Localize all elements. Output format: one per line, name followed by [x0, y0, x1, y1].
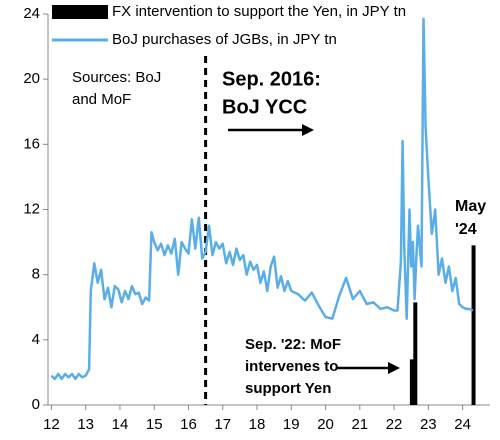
annotation: support Yen — [245, 380, 331, 397]
arrow — [228, 124, 314, 136]
x-tick-label: 22 — [386, 416, 403, 433]
x-tick-label: 21 — [351, 416, 368, 433]
line — [50, 17, 474, 381]
x-tick-label: 15 — [146, 416, 163, 433]
annotation: Sep. 2016: — [222, 68, 321, 90]
legend-swatch — [52, 5, 108, 19]
x-tick-label: 19 — [283, 416, 300, 433]
legend-label: FX intervention to support the Yen, in J… — [112, 3, 406, 20]
x-tick-label: 20 — [317, 416, 334, 433]
x-tick-label: 14 — [112, 416, 129, 433]
x-tick-label: 18 — [249, 416, 266, 433]
annotation: and MoF — [72, 91, 131, 108]
annotation: BoJ YCC — [222, 96, 307, 118]
x-tick-label: 17 — [214, 416, 231, 433]
bar — [471, 245, 476, 405]
y-tick-label: 16 — [23, 135, 40, 152]
y-tick-label: 24 — [23, 5, 40, 22]
arrow — [336, 362, 400, 374]
y-tick-label: 4 — [32, 331, 40, 348]
annotation: Sources: BoJ — [72, 69, 161, 86]
annotation: '24 — [455, 221, 477, 238]
annotation: May — [455, 198, 486, 215]
y-tick-label: 0 — [32, 396, 40, 413]
annotation: Sep. '22: MoF — [245, 336, 341, 353]
x-tick-label: 12 — [43, 416, 60, 433]
annotation: intervenes to — [245, 358, 338, 375]
legend-label: BoJ purchases of JGBs, in JPY tn — [112, 31, 337, 48]
bar — [413, 302, 418, 405]
x-tick-label: 23 — [420, 416, 437, 433]
x-tick-label: 13 — [77, 416, 94, 433]
y-tick-label: 12 — [23, 200, 40, 217]
x-tick-label: 24 — [454, 416, 471, 433]
bar — [409, 359, 414, 405]
x-tick-label: 16 — [180, 416, 197, 433]
y-tick-label: 20 — [23, 70, 40, 87]
y-tick-label: 8 — [32, 266, 40, 283]
